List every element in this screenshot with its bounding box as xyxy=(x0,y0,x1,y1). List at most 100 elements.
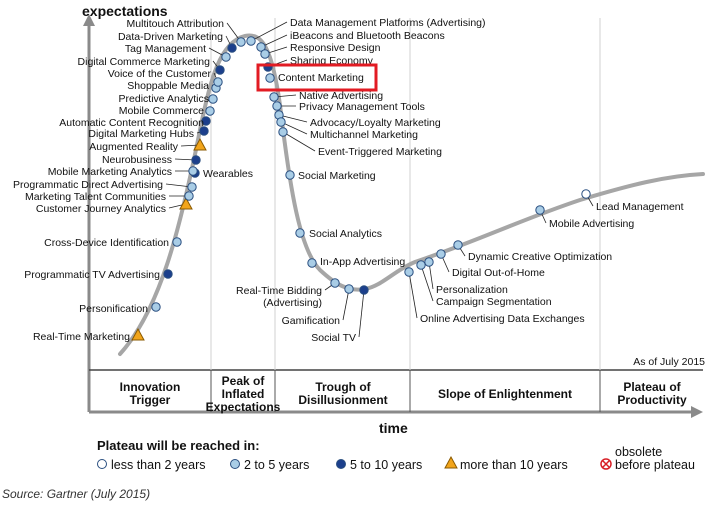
label-data-driven-marketing: Data-Driven Marketing xyxy=(118,31,223,43)
point-privacy-management-tools xyxy=(272,101,282,111)
point-responsive-design xyxy=(260,49,270,59)
point-neurobusiness xyxy=(191,155,201,165)
leader-online-advertising-data-exchanges xyxy=(408,271,418,319)
leader-event-triggered-marketing xyxy=(282,131,316,152)
legend-label-obsolete-before-plateau: obsolete xyxy=(615,445,662,459)
point-data-management-platforms-advertising xyxy=(246,36,256,46)
label-dynamic-creative-optimization: Dynamic Creative Optimization xyxy=(468,251,612,263)
label-content-marketing: Content Marketing xyxy=(278,72,364,84)
label-online-advertising-data-exchanges: Online Advertising Data Exchanges xyxy=(420,313,585,325)
point-ibeacons-and-bluetooth-beacons xyxy=(256,42,266,52)
point-automatic-content-recognition xyxy=(201,116,211,126)
legend-marker-more-than-10-years xyxy=(444,455,458,469)
legend-title: Plateau will be reached in: xyxy=(97,438,260,453)
point-mobile-commerce xyxy=(205,106,215,116)
point-lead-management xyxy=(581,189,591,199)
label-programmatic-direct-advertising: Programmatic Direct Advertising xyxy=(13,179,163,191)
leader-advocacy-loyalty-marketing xyxy=(278,114,308,123)
point-campaign-segmentation xyxy=(416,260,426,270)
point-native-advertising xyxy=(269,92,279,102)
label-event-triggered-marketing: Event-Triggered Marketing xyxy=(318,146,442,158)
source-note: Source: Gartner (July 2015) xyxy=(2,487,150,501)
label-campaign-segmentation: Campaign Segmentation xyxy=(436,296,552,308)
label-digital-commerce-marketing: Digital Commerce Marketing xyxy=(78,56,211,68)
label-personification: Personification xyxy=(79,303,148,315)
y-axis-label: expectations xyxy=(82,3,168,19)
phase-label-1: Peak of xyxy=(222,374,266,388)
label-personalization: Personalization xyxy=(436,284,508,296)
label-real-time-bidding-advertising: (Advertising) xyxy=(263,297,322,309)
leader-multichannel-marketing xyxy=(280,121,308,135)
point-marketing-talent-communities xyxy=(184,191,194,201)
leader-social-tv xyxy=(358,289,365,338)
label-mobile-commerce: Mobile Commerce xyxy=(119,105,204,117)
label-privacy-management-tools: Privacy Management Tools xyxy=(299,101,425,113)
legend-marker-5-to-10-years xyxy=(336,459,346,469)
as-of-label: As of July 2015 xyxy=(633,356,705,368)
point-programmatic-tv-advertising xyxy=(163,269,173,279)
point-programmatic-direct-advertising xyxy=(187,182,197,192)
label-neurobusiness: Neurobusiness xyxy=(102,154,172,166)
label-social-marketing: Social Marketing xyxy=(298,170,376,182)
point-personalization xyxy=(424,257,434,267)
leader-gamification xyxy=(342,288,350,321)
point-data-driven-marketing xyxy=(227,43,237,53)
label-marketing-talent-communities: Marketing Talent Communities xyxy=(25,191,166,203)
legend-label-2-to-5-years: 2 to 5 years xyxy=(244,458,309,472)
label-mobile-advertising: Mobile Advertising xyxy=(549,218,634,230)
legend-label-less-than-2-years: less than 2 years xyxy=(111,458,206,472)
x-axis-arrow xyxy=(691,406,703,418)
point-multitouch-attribution xyxy=(236,37,246,47)
label-gamification: Gamification xyxy=(282,315,341,327)
y-axis-arrow xyxy=(83,14,95,26)
point-voice-of-the-customer xyxy=(213,77,223,87)
label-lead-management: Lead Management xyxy=(596,201,684,213)
x-axis-label: time xyxy=(379,420,408,436)
label-digital-marketing-hubs: Digital Marketing Hubs xyxy=(88,128,194,140)
label-data-management-platforms-advertising: Data Management Platforms (Advertising) xyxy=(290,17,486,29)
point-online-advertising-data-exchanges xyxy=(404,267,414,277)
point-dynamic-creative-optimization xyxy=(453,240,463,250)
point-cross-device-identification xyxy=(172,237,182,247)
point-tag-management xyxy=(221,52,231,62)
label-responsive-design: Responsive Design xyxy=(290,42,381,54)
label-shoppable-media: Shoppable Media xyxy=(127,80,209,92)
phase-label-4: Productivity xyxy=(617,393,687,407)
point-multichannel-marketing xyxy=(276,117,286,127)
point-predictive-analytics xyxy=(208,94,218,104)
legend-label-5-to-10-years: 5 to 10 years xyxy=(350,458,422,472)
label-predictive-analytics: Predictive Analytics xyxy=(119,93,209,105)
highlight-box xyxy=(256,63,378,92)
phase-label-0: Trigger xyxy=(130,393,171,407)
label-social-analytics: Social Analytics xyxy=(309,228,382,240)
point-gamification xyxy=(344,284,354,294)
leader-campaign-segmentation xyxy=(420,264,434,302)
label-augmented-reality: Augmented Reality xyxy=(89,141,178,153)
point-content-marketing xyxy=(265,73,275,83)
label-voice-of-the-customer: Voice of the Customer xyxy=(108,68,212,80)
phase-label-0: Innovation xyxy=(120,380,181,394)
label-social-tv: Social TV xyxy=(311,332,356,344)
label-ibeacons-and-bluetooth-beacons: iBeacons and Bluetooth Beacons xyxy=(290,30,445,42)
point-real-time-marketing xyxy=(131,327,145,341)
label-tag-management: Tag Management xyxy=(125,43,206,55)
point-digital-marketing-hubs xyxy=(199,126,209,136)
label-wearables: Wearables xyxy=(203,168,253,180)
leader-ibeacons-and-bluetooth-beacons xyxy=(260,34,288,48)
label-customer-journey-analytics: Customer Journey Analytics xyxy=(36,203,166,215)
point-social-marketing xyxy=(285,170,295,180)
label-multitouch-attribution: Multitouch Attribution xyxy=(127,18,225,30)
point-digital-out-of-home xyxy=(436,249,446,259)
label-digital-out-of-home: Digital Out-of-Home xyxy=(452,267,545,279)
point-personification xyxy=(151,302,161,312)
label-real-time-bidding-advertising: Real-Time Bidding xyxy=(236,285,322,297)
label-cross-device-identification: Cross-Device Identification xyxy=(44,237,169,249)
point-social-analytics xyxy=(295,228,305,238)
phase-label-2: Trough of xyxy=(315,380,371,394)
phase-label-4: Plateau of xyxy=(623,380,681,394)
point-event-triggered-marketing xyxy=(278,127,288,137)
legend-label-more-than-10-years: more than 10 years xyxy=(460,458,568,472)
point-mobile-advertising xyxy=(535,205,545,215)
